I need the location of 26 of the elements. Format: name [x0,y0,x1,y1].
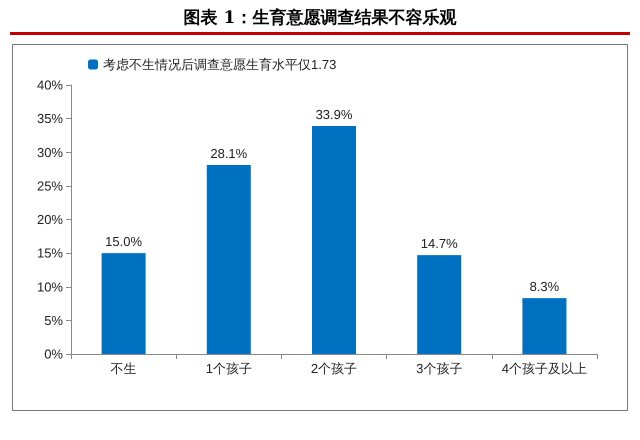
bar [206,165,251,354]
bar [522,298,566,354]
legend-label: 考虑不生情况后调查意愿生育水平仅1.73 [103,57,336,72]
y-tick-label: 0% [44,346,64,362]
x-tick-label: 1个孩子 [206,361,252,376]
y-tick-label: 25% [36,178,64,194]
y-tick-label: 40% [36,78,64,92]
bar [417,255,462,354]
x-tick-label: 不生 [110,361,137,376]
y-tick-label: 35% [36,111,64,126]
data-label: 15.0% [105,234,142,250]
y-tick-label: 20% [36,212,64,227]
chart-title: 图表 1：生育意愿调查结果不容乐观 [10,4,630,35]
data-label: 14.7% [420,236,458,252]
y-tick-label: 30% [36,144,64,160]
bar [102,253,146,354]
y-tick-label: 10% [36,279,64,294]
data-label: 28.1% [210,146,248,162]
data-label: 33.9% [316,107,353,122]
data-label: 8.3% [530,279,560,294]
bar [312,126,356,354]
x-tick-label: 2个孩子 [310,361,358,376]
y-tick-label: 15% [36,246,64,261]
y-tick-label: 5% [44,312,64,328]
x-tick-label: 3个孩子 [416,361,462,376]
x-tick-label: 4个孩子及以上 [502,361,588,376]
